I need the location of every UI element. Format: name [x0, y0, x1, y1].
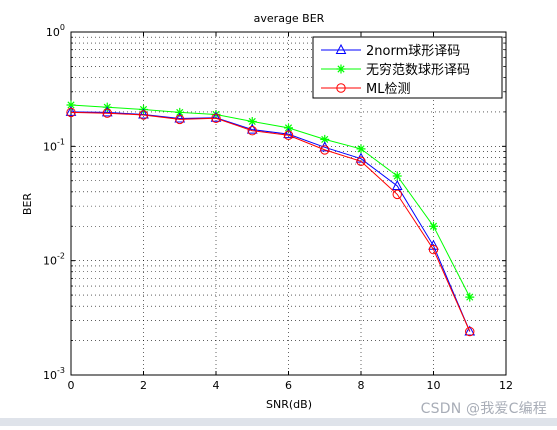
y-tick-label: 100 — [46, 23, 65, 39]
marker-star — [66, 100, 76, 110]
marker-circle — [356, 156, 366, 166]
marker-star — [356, 144, 366, 154]
marker-triangle — [391, 179, 403, 190]
marker-star — [247, 116, 257, 126]
x-axis-label: SNR(dB) — [266, 398, 312, 411]
marker-circle — [428, 244, 439, 255]
marker-circle — [465, 326, 475, 337]
marker-circle — [66, 107, 76, 118]
y-tick-label: 10-3 — [43, 366, 65, 382]
marker-circle — [175, 114, 185, 125]
marker-triangle — [210, 111, 222, 122]
series-circle — [66, 107, 475, 337]
series-line — [70, 104, 471, 298]
series-line — [70, 111, 471, 332]
marker-triangle — [101, 106, 113, 117]
marker-circle — [336, 83, 346, 93]
x-tick-label: 6 — [285, 379, 292, 392]
marker-circle — [392, 189, 402, 200]
marker-circle — [320, 145, 330, 155]
plot-area: 0 2 4 6 8 10 12 100 10-1 10-2 10-3 2norm球形译码无穷范数球形译… — [43, 23, 513, 392]
legend-label: 无穷范数球形译码 — [366, 62, 470, 78]
marker-star — [465, 292, 475, 302]
marker-triangle — [138, 108, 149, 119]
marker-star — [392, 171, 402, 181]
x-tick-label: 2 — [140, 379, 147, 392]
marker-triangle — [335, 43, 347, 54]
marker-triangle — [283, 128, 294, 139]
marker-star — [175, 107, 185, 117]
marker-triangle — [246, 123, 258, 134]
page-bottom-band — [0, 418, 557, 426]
legend-label: ML检测 — [366, 82, 410, 97]
series-line — [70, 111, 471, 332]
y-axis-label: BER — [21, 193, 34, 215]
x-tick-label: 8 — [358, 379, 365, 392]
watermark-text: CSDN @我爱C编程 — [420, 401, 547, 417]
marker-circle — [102, 108, 112, 118]
x-tick-label: 10 — [427, 379, 441, 392]
marker-circle — [283, 130, 294, 140]
marker-triangle — [464, 325, 476, 336]
legend-label: 2norm球形译码 — [366, 44, 460, 59]
chart-title: average BER — [254, 12, 325, 25]
marker-circle — [138, 110, 149, 120]
x-tick-label: 4 — [213, 379, 220, 392]
marker-star — [336, 64, 346, 74]
marker-triangle — [174, 112, 186, 123]
y-tick-label: 10-1 — [43, 137, 65, 153]
marker-star — [429, 221, 438, 231]
marker-star — [320, 134, 330, 144]
marker-circle — [211, 113, 221, 123]
marker-triangle — [65, 105, 77, 116]
marker-circle — [247, 126, 257, 136]
x-tick-label: 0 — [68, 379, 75, 392]
marker-star — [284, 123, 293, 133]
y-tick-label: 10-2 — [43, 252, 65, 268]
x-tick-label: 12 — [499, 379, 513, 392]
